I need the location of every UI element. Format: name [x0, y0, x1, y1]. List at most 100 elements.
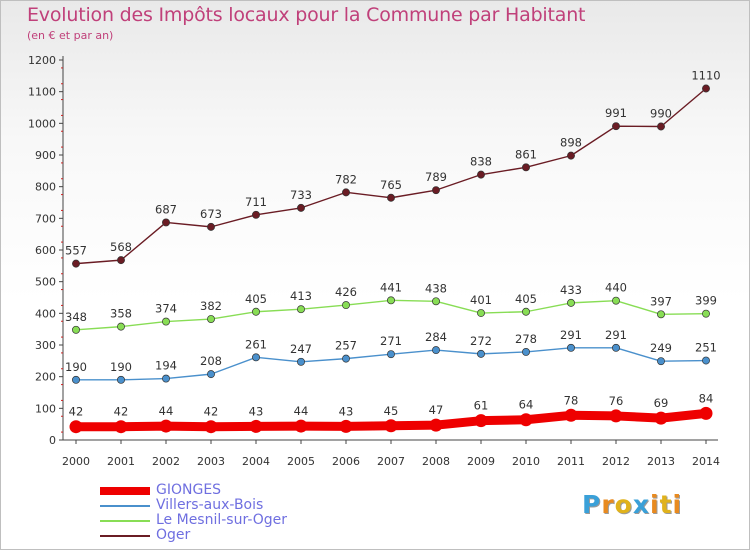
x-tick-label: 2006	[332, 455, 360, 468]
y-tick-label: 1000	[28, 117, 56, 130]
data-label: 42	[204, 405, 219, 419]
logo-letter: o	[614, 490, 633, 519]
data-label: 278	[515, 332, 537, 346]
data-point	[522, 163, 530, 172]
logo-letter: i	[650, 490, 660, 519]
data-label: 441	[380, 280, 402, 294]
legend-swatch-gionges	[100, 487, 150, 495]
data-label: 405	[515, 292, 537, 306]
x-tick-label: 2005	[287, 455, 315, 468]
x-tick-label: 2010	[512, 455, 540, 468]
data-point	[657, 122, 665, 131]
data-label: 194	[155, 359, 177, 373]
x-tick-label: 2003	[197, 455, 225, 468]
legend-item-villers-aux-bois: Villers-aux-Bois	[100, 497, 360, 514]
data-point	[429, 418, 443, 432]
data-point	[297, 305, 305, 314]
data-label: 44	[159, 404, 174, 418]
data-point	[432, 297, 440, 306]
data-label: 440	[605, 281, 627, 295]
data-point	[249, 419, 263, 433]
data-point	[342, 188, 350, 197]
data-label: 782	[335, 172, 357, 186]
x-tick-label: 2011	[557, 455, 585, 468]
data-point	[522, 348, 530, 356]
data-point	[474, 414, 488, 428]
data-point	[117, 322, 125, 331]
data-label: 78	[564, 393, 579, 407]
data-point	[252, 353, 260, 362]
legend: GIONGES Villers-aux-Bois Le Mesnil-sur-O…	[100, 482, 360, 544]
data-point	[387, 193, 395, 202]
x-tick-label: 2009	[467, 455, 495, 468]
data-label: 271	[380, 334, 402, 348]
data-point	[702, 84, 710, 93]
legend-item-oger: Oger	[100, 527, 360, 544]
data-point	[117, 375, 125, 384]
data-point	[609, 409, 623, 423]
data-point	[702, 309, 710, 318]
data-point	[657, 357, 665, 366]
y-tick-label: 600	[35, 244, 56, 257]
data-point	[432, 186, 440, 195]
data-label: 711	[245, 195, 267, 209]
data-label: 47	[429, 403, 444, 417]
data-label: 249	[650, 341, 672, 355]
data-label: 43	[339, 404, 354, 418]
legend-label-le-mesnil-sur-oger: Le Mesnil-sur-Oger	[156, 512, 288, 528]
chart-title: Evolution des Impôts locaux pour la Comm…	[27, 4, 586, 26]
data-label: 291	[560, 328, 582, 342]
data-point	[294, 419, 308, 433]
data-label: 374	[155, 302, 177, 316]
data-point	[162, 317, 170, 326]
data-label: 990	[650, 107, 672, 121]
data-point	[612, 296, 620, 305]
data-label: 838	[470, 155, 492, 169]
data-label: 426	[335, 285, 357, 299]
data-label: 1110	[691, 69, 720, 83]
data-label: 399	[695, 294, 717, 308]
data-label: 382	[200, 299, 222, 313]
y-tick-label: 0	[49, 434, 56, 447]
y-tick-label: 700	[35, 212, 56, 225]
data-point	[72, 375, 80, 384]
data-point	[297, 357, 305, 366]
data-label: 733	[290, 188, 312, 202]
data-label: 687	[155, 202, 177, 216]
data-point	[297, 203, 305, 212]
data-point	[72, 259, 80, 268]
y-tick-label: 300	[35, 339, 56, 352]
data-point	[519, 413, 533, 427]
chart-subtitle: (en € et par an)	[27, 29, 114, 42]
data-point	[252, 210, 260, 219]
y-tick-label: 900	[35, 149, 56, 162]
legend-item-gionges: GIONGES	[100, 482, 360, 499]
data-label: 401	[470, 293, 492, 307]
data-point	[204, 420, 218, 434]
data-label: 673	[200, 207, 222, 221]
data-label: 208	[200, 354, 222, 368]
legend-label-villers-aux-bois: Villers-aux-Bois	[156, 497, 264, 513]
data-label: 61	[474, 399, 489, 413]
data-point	[612, 122, 620, 131]
data-label: 789	[425, 170, 447, 184]
data-point	[567, 343, 575, 352]
data-point	[342, 354, 350, 363]
data-point	[207, 370, 215, 379]
x-tick-label: 2002	[152, 455, 180, 468]
data-point	[657, 310, 665, 319]
y-tick-label: 200	[35, 371, 56, 384]
data-label: 76	[609, 394, 624, 408]
data-label: 413	[290, 289, 312, 303]
data-label: 291	[605, 328, 627, 342]
data-point	[432, 346, 440, 355]
x-tick-label: 2000	[62, 455, 90, 468]
data-point	[477, 309, 485, 317]
x-tick-label: 2001	[107, 455, 135, 468]
x-tick-label: 2012	[602, 455, 630, 468]
logo-letter: x	[632, 490, 650, 519]
data-point	[252, 307, 260, 316]
data-point	[387, 296, 395, 305]
